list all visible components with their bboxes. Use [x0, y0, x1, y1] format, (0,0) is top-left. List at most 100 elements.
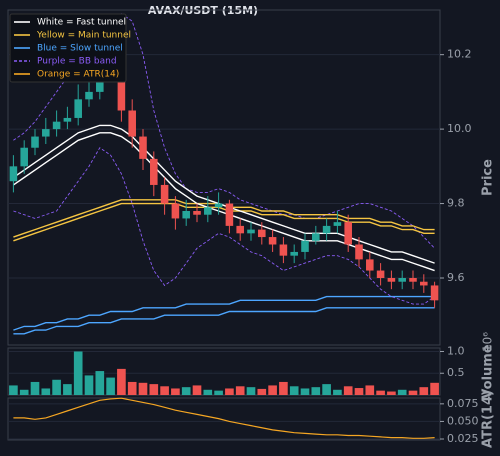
candle-body — [150, 158, 158, 185]
candle-body — [204, 207, 212, 215]
candle-body — [31, 136, 39, 148]
candle-body — [398, 278, 406, 282]
volume-bar — [30, 381, 40, 395]
volume-bar — [408, 390, 418, 395]
candle-body — [290, 251, 298, 256]
line — [13, 397, 435, 439]
volume-bar — [354, 388, 364, 395]
volume-bar — [73, 351, 83, 395]
candle-body — [128, 110, 136, 137]
volume-bar — [225, 388, 234, 395]
line — [13, 13, 435, 249]
candle-body — [96, 73, 104, 92]
candle-body — [160, 184, 169, 204]
volume-bar — [192, 385, 202, 395]
volume-bar — [95, 371, 105, 395]
volume-bar — [311, 387, 321, 395]
candle-body — [52, 121, 61, 130]
candle-body — [387, 278, 396, 282]
line — [13, 147, 435, 305]
volume-bar — [117, 368, 126, 395]
y-axis-label: Price — [481, 159, 496, 196]
volume-bar — [19, 389, 29, 395]
legend-label: Purple = BB band — [37, 57, 117, 67]
volume-bar — [268, 385, 277, 395]
y-tick-label: 0.025 — [447, 432, 479, 445]
panel-frame — [7, 347, 441, 396]
line — [13, 132, 435, 272]
volume-bar — [63, 384, 72, 395]
volume-bar — [171, 388, 180, 395]
legend-label: Orange = ATR(14) — [37, 70, 119, 80]
volume-bar — [160, 386, 169, 395]
line — [13, 295, 435, 331]
candle-body — [214, 203, 223, 208]
volume-bar — [343, 386, 353, 395]
candle-body — [333, 222, 342, 226]
legend-label: Blue = Slow tunnel — [37, 44, 123, 54]
candle-body — [74, 99, 82, 118]
candle-body — [117, 54, 126, 111]
candle-body — [344, 222, 352, 245]
candle-body — [301, 240, 309, 252]
legend: White = Fast tunnel Yellow = Main tunnel B… — [9, 13, 131, 83]
candle-body — [409, 278, 417, 282]
volume-bar — [430, 382, 439, 395]
volume-bar — [203, 389, 213, 395]
y-tick-label: 10.0 — [447, 122, 472, 135]
candle-body — [42, 129, 50, 137]
legend-box — [9, 13, 127, 83]
y-tick-label: 0.5 — [447, 366, 465, 379]
candle-body — [225, 203, 234, 226]
candle-body — [258, 229, 266, 238]
legend-label: Yellow = Main tunnel — [36, 31, 131, 41]
volume-bar — [387, 391, 396, 395]
volume-bar — [279, 381, 288, 395]
candle-body — [63, 117, 72, 122]
y-tick-label: 10.2 — [447, 48, 472, 61]
volume-bar — [333, 389, 342, 395]
candle-body — [182, 211, 190, 219]
volume-bar — [419, 387, 429, 395]
volume-bar — [127, 381, 137, 395]
candle-body — [247, 229, 255, 234]
volume-bar — [397, 389, 407, 395]
volume-bar — [365, 385, 375, 395]
candle-body — [268, 237, 277, 245]
candle-body — [139, 136, 147, 159]
volume-bar — [106, 377, 115, 395]
y-tick-label: 9.6 — [447, 271, 465, 284]
y-tick-label: 0.050 — [447, 414, 479, 427]
volume-bar — [138, 382, 148, 395]
volume-bar — [9, 385, 18, 395]
volume-bar — [246, 387, 256, 395]
volume-bar — [376, 390, 385, 395]
volume-bar — [322, 384, 331, 395]
volume-bar — [214, 390, 223, 395]
y-tick-label: 1.0 — [447, 344, 465, 357]
line — [13, 202, 435, 242]
candle-body — [366, 259, 374, 271]
axis-offset-label: 10⁶ — [481, 332, 495, 352]
candle-body — [322, 225, 331, 234]
candle-body — [430, 285, 439, 301]
candle-body — [355, 244, 363, 260]
volume-bar — [52, 379, 61, 395]
candle-body — [279, 244, 288, 256]
volume-bar — [149, 384, 159, 395]
line — [13, 124, 435, 264]
volume-bar — [181, 387, 191, 395]
candle-body — [376, 270, 385, 278]
candle-body — [312, 233, 320, 241]
candle-body — [420, 281, 428, 286]
y-tick-label: 9.8 — [447, 197, 465, 210]
panel-frame — [7, 9, 441, 346]
candle-body — [171, 203, 180, 219]
y-axis-label: Volume — [481, 344, 496, 399]
candle-body — [193, 211, 201, 215]
line — [13, 307, 435, 335]
candle-body — [9, 166, 18, 182]
volume-bar — [235, 386, 245, 395]
volume-bar — [289, 386, 299, 395]
